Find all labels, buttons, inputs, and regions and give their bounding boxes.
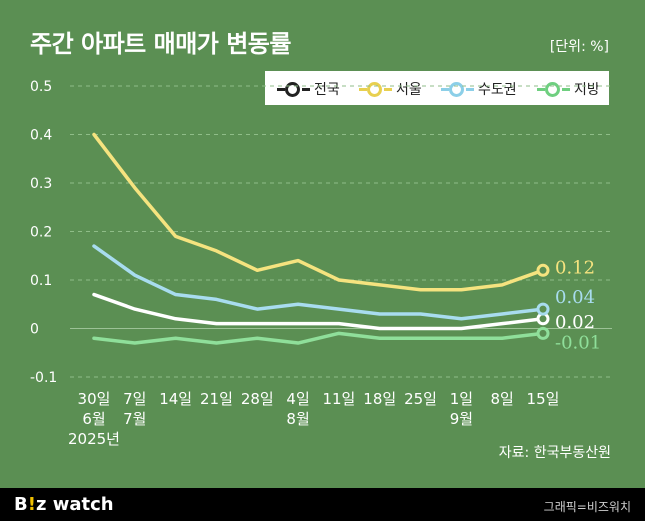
series-lines xyxy=(92,132,550,345)
y-tick-label: 0.2 xyxy=(30,225,52,241)
x-tick-label-line: 30일 xyxy=(78,390,111,408)
y-tick-label: -0.1 xyxy=(30,370,57,386)
x-tick-label-line: 21일 xyxy=(200,390,233,408)
x-tick-label-line: 1일 xyxy=(450,390,473,408)
x-tick-label-line: 6월 xyxy=(82,410,105,428)
x-tick-label-line: 11일 xyxy=(322,390,355,408)
x-tick-label: 28일 xyxy=(241,390,274,408)
series-endpoint-seoul xyxy=(536,263,550,277)
x-tick-label-line: 2025년 xyxy=(68,430,120,448)
y-tick-label: 0.1 xyxy=(30,273,52,289)
graphic-credit: 그래픽=비즈워치 xyxy=(543,500,631,514)
x-tick-label: 25일 xyxy=(404,390,437,408)
x-tick-label-line: 14일 xyxy=(159,390,192,408)
x-tick-label-line: 9월 xyxy=(450,410,473,428)
x-tick-label-line: 28일 xyxy=(241,390,274,408)
x-tick-label: 30일 6월 2025년 xyxy=(68,390,120,448)
x-tick-label-line: 8일 xyxy=(491,390,514,408)
chart-title: 주간 아파트 매매가 변동률 xyxy=(30,30,291,58)
end-label-provinces: -0.01 xyxy=(555,332,601,353)
series-line-capital xyxy=(92,244,545,321)
x-tick-label: 8일 xyxy=(491,390,514,408)
end-label-national: 0.02 xyxy=(555,312,595,333)
y-axis: -0.1 0 0.1 0.2 0.3 0.4 0.5 xyxy=(30,79,57,386)
y-tick-label: 0.4 xyxy=(30,128,52,144)
end-labels: 0.02 0.12 0.04 -0.01 xyxy=(555,257,601,353)
brand-logo: B!z watch xyxy=(14,494,114,515)
x-tick-label-line: 4일 xyxy=(286,390,309,408)
x-tick-label-line: 7월 xyxy=(123,410,146,428)
x-tick-label: 4일 8월 xyxy=(286,390,309,428)
x-tick-label: 21일 xyxy=(200,390,233,408)
unit-label: [단위: %] xyxy=(549,39,609,55)
source-note: 자료: 한국부동산원 xyxy=(498,445,611,461)
x-tick-label: 15일 xyxy=(527,390,560,408)
x-tick-label-line: 25일 xyxy=(404,390,437,408)
x-tick-label-line: 7일 xyxy=(123,390,146,408)
end-label-capital: 0.04 xyxy=(555,287,595,308)
series-line-national xyxy=(92,292,545,331)
series-line-seoul xyxy=(92,132,545,292)
y-tick-label: 0.3 xyxy=(30,176,52,192)
x-tick-label: 14일 xyxy=(159,390,192,408)
grid-lines xyxy=(70,85,612,378)
x-tick-label-line: 8월 xyxy=(286,410,309,428)
x-tick-label: 11일 xyxy=(322,390,355,408)
y-tick-label: 0 xyxy=(30,322,39,338)
series-endpoint-provinces xyxy=(536,326,550,340)
end-label-seoul: 0.12 xyxy=(555,257,595,278)
x-tick-label-line: 18일 xyxy=(363,390,396,408)
x-tick-label-line: 15일 xyxy=(527,390,560,408)
x-tick-label: 7일 7월 xyxy=(123,390,146,428)
x-tick-label: 18일 xyxy=(363,390,396,408)
footer-bar: B!z watch 그래픽=비즈워치 xyxy=(0,488,645,521)
series-line-provinces xyxy=(92,331,545,345)
series-endpoint-capital xyxy=(536,302,550,316)
legend-item-seoul: 서울 xyxy=(359,79,422,99)
y-tick-label: 0.5 xyxy=(30,79,52,95)
x-tick-label: 1일 9월 xyxy=(450,390,473,428)
